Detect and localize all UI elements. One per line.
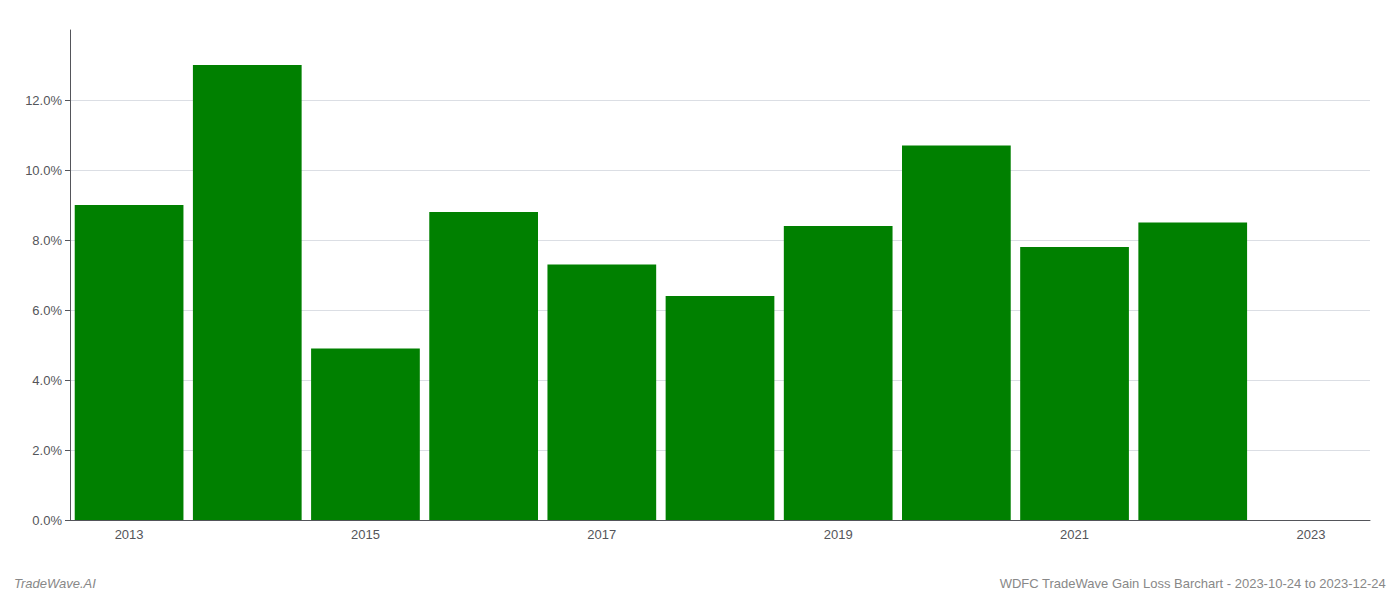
svg-text:10.0%: 10.0%	[25, 163, 62, 178]
svg-text:2.0%: 2.0%	[32, 443, 62, 458]
svg-text:8.0%: 8.0%	[32, 233, 62, 248]
svg-text:2021: 2021	[1060, 527, 1089, 542]
svg-text:WDFC TradeWave Gain Loss Barch: WDFC TradeWave Gain Loss Barchart - 2023…	[1000, 576, 1386, 591]
svg-text:2017: 2017	[587, 527, 616, 542]
svg-text:12.0%: 12.0%	[25, 93, 62, 108]
svg-text:4.0%: 4.0%	[32, 373, 62, 388]
svg-text:6.0%: 6.0%	[32, 303, 62, 318]
svg-text:2019: 2019	[824, 527, 853, 542]
svg-text:0.0%: 0.0%	[32, 513, 62, 528]
svg-text:2013: 2013	[115, 527, 144, 542]
svg-text:2023: 2023	[1296, 527, 1325, 542]
svg-text:TradeWave.AI: TradeWave.AI	[14, 576, 96, 591]
svg-text:2015: 2015	[351, 527, 380, 542]
